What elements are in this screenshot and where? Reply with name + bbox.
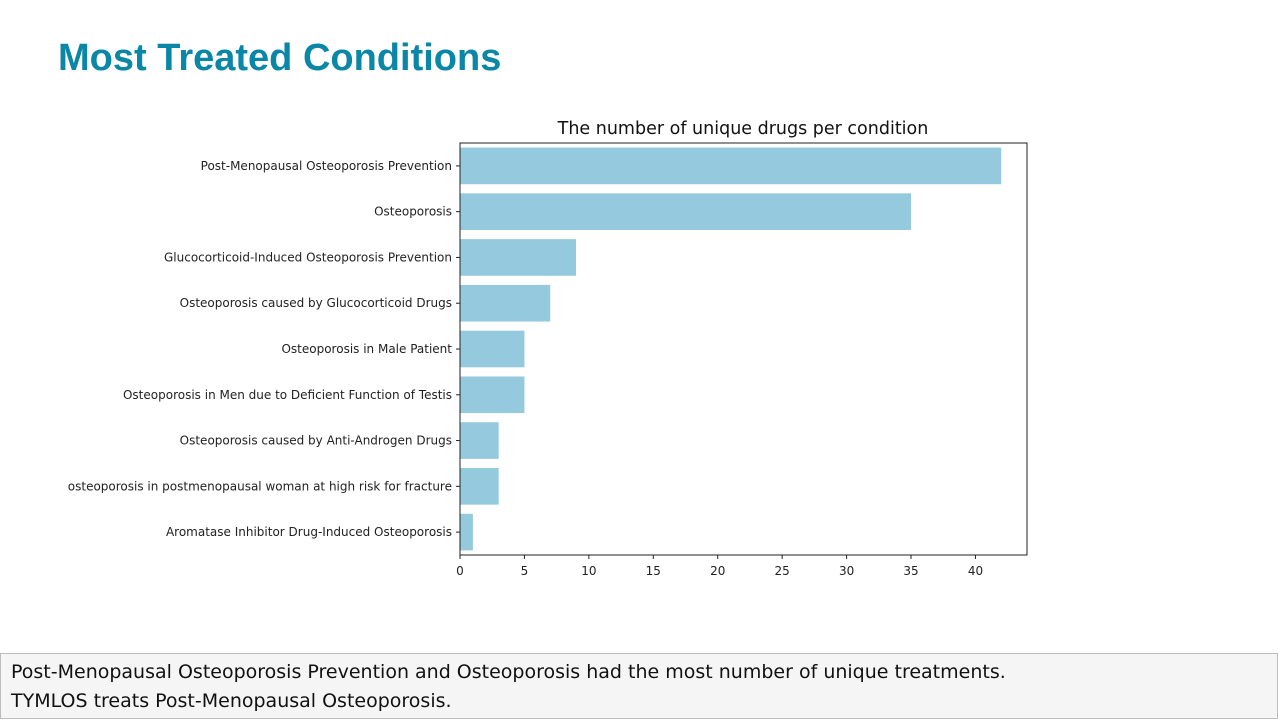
bar [460,513,473,551]
y-tick-label: osteoporosis in postmenopausal woman at … [68,479,452,493]
y-tick-label: Osteoporosis [374,205,452,219]
x-tick-label: 30 [839,564,854,578]
x-tick-label: 0 [456,564,464,578]
bar [460,239,576,276]
y-tick-label: Aromatase Inhibitor Drug-Induced Osteopo… [166,525,452,539]
y-tick-label: Osteoporosis in Male Patient [281,342,452,356]
slide-title: Most Treated Conditions [58,37,502,79]
y-tick-label: Post-Menopausal Osteoporosis Prevention [201,159,452,173]
x-tick-label: 25 [775,564,790,578]
y-tick-labels: Post-Menopausal Osteoporosis Prevention O… [68,159,460,539]
bar [460,330,525,368]
bar [460,284,551,322]
y-tick-label: Osteoporosis in Men due to Deficient Fun… [123,388,452,402]
x-tick-label: 15 [646,564,661,578]
y-tick-label: Osteoporosis caused by Anti-Androgen Dru… [180,434,452,448]
plot-frame [459,142,1028,556]
bar [460,422,499,459]
chart-title: The number of unique drugs per condition [557,119,929,139]
caption-box: Post-Menopausal Osteoporosis Prevention … [0,653,1278,719]
bars-layer [460,147,1002,551]
x-tick-label: 35 [903,564,918,578]
x-tick-label: 20 [710,564,725,578]
bar [460,468,499,505]
bar [460,147,1002,185]
bar [460,376,525,414]
bar-chart: The number of unique drugs per condition… [68,119,1028,578]
x-tick-label: 10 [581,564,596,578]
x-tick-label: 40 [968,564,983,578]
caption-line-1: Post-Menopausal Osteoporosis Prevention … [11,661,1006,683]
y-tick-label: Glucocorticoid-Induced Osteoporosis Prev… [164,250,452,264]
y-tick-label: Osteoporosis caused by Glucocorticoid Dr… [180,296,452,310]
bar [460,193,912,230]
caption-line-2: TYMLOS treats Post-Menopausal Osteoporos… [11,690,452,712]
x-axis-ticks: 0 5 10 15 20 25 30 35 40 [456,555,983,578]
x-tick-label: 5 [521,564,529,578]
